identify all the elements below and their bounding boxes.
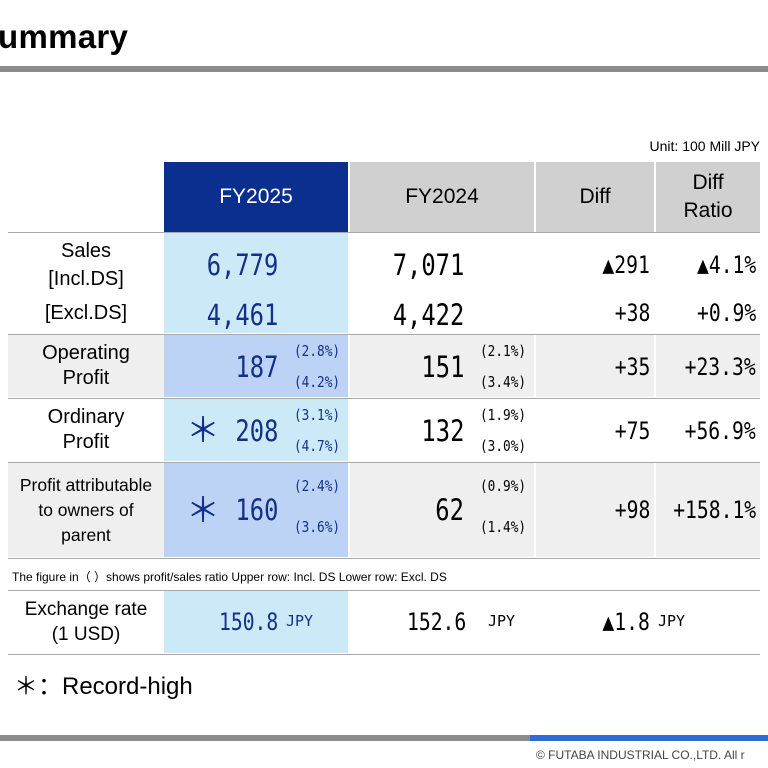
header-fy2024: FY2024 bbox=[350, 162, 534, 232]
sales-fy2025-incl: 6,779 bbox=[206, 248, 278, 282]
sales-fy2024-excl: 4,422 bbox=[392, 298, 464, 332]
ordinary-diff: +75 bbox=[614, 417, 650, 445]
exchange-fy2025: 150.8 bbox=[218, 608, 278, 636]
attributable-diff: +98 bbox=[614, 496, 650, 524]
fy2025-bg-operating bbox=[164, 335, 348, 397]
attributable-fy2025-pct-incl: (2.4%) bbox=[294, 477, 341, 495]
header-fy2025: FY2025 bbox=[164, 162, 348, 232]
unit-label: Unit: 100 Mill JPY bbox=[649, 138, 760, 154]
footer-accent-bar bbox=[530, 735, 768, 741]
header-diff-ratio: Diff Ratio bbox=[656, 162, 760, 232]
sales-diff-incl: ▲291 bbox=[602, 251, 650, 279]
record-high-star-ordinary: ＊ bbox=[186, 411, 220, 451]
col-sep-1 bbox=[348, 335, 350, 557]
attributable-fy2025: 160 bbox=[235, 493, 278, 527]
row-bg-operating bbox=[8, 335, 760, 397]
operating-diff: +35 bbox=[614, 353, 650, 381]
ordinary-fy2024: 132 bbox=[421, 414, 464, 448]
sales-fy2025-excl: 4,461 bbox=[206, 298, 278, 332]
row-label-attributable: Profit attributable to owners of parent bbox=[19, 474, 153, 545]
fy2025-bg-exchange bbox=[164, 591, 348, 653]
ordinary-fy2025-pct-excl: (4.7%) bbox=[294, 437, 341, 455]
sales-fy2024-incl: 7,071 bbox=[392, 248, 464, 282]
row-label-operating: Operating Profit bbox=[42, 342, 130, 389]
operating-ratio: +23.3% bbox=[684, 353, 756, 381]
row-divider bbox=[8, 232, 760, 233]
row-divider bbox=[8, 334, 760, 335]
row-label-sales-excl: [Excl.DS] bbox=[44, 301, 128, 324]
operating-fy2025: 187 bbox=[235, 350, 278, 384]
page-title: ummary bbox=[0, 18, 129, 55]
sales-ratio-incl: ▲4.1% bbox=[696, 251, 756, 279]
ratio-footnote: The figure in（ ）shows profit/sales ratio… bbox=[12, 570, 447, 584]
exchange-bottom-rule bbox=[8, 654, 760, 655]
record-high-legend: ＊：Record-high bbox=[14, 673, 193, 700]
exchange-top-rule bbox=[8, 590, 760, 591]
ordinary-ratio: +56.9% bbox=[684, 417, 756, 445]
attributable-ratio: +158.1% bbox=[673, 496, 756, 524]
ordinary-fy2024-pct-incl: (1.9%) bbox=[480, 406, 527, 424]
operating-fy2025-pct-incl: (2.8%) bbox=[294, 342, 341, 360]
operating-fy2024-pct-excl: (3.4%) bbox=[480, 373, 527, 391]
record-high-star-attributable: ＊ bbox=[186, 491, 220, 531]
row-label-exchange: Exchange rate (1 USD) bbox=[24, 599, 148, 645]
row-label-ordinary: Ordinary Profit bbox=[47, 406, 125, 453]
operating-fy2024: 151 bbox=[421, 350, 464, 384]
exchange-diff-unit: JPY bbox=[658, 612, 686, 630]
row-divider bbox=[8, 558, 760, 559]
col-sep-3 bbox=[654, 335, 656, 557]
ordinary-fy2025: 208 bbox=[235, 414, 278, 448]
footer-rule bbox=[0, 735, 768, 741]
exchange-fy2024-unit: JPY bbox=[488, 612, 516, 630]
ordinary-fy2025-pct-incl: (3.1%) bbox=[294, 406, 341, 424]
exchange-fy2024: 152.6 bbox=[406, 608, 466, 636]
operating-fy2025-pct-excl: (4.2%) bbox=[294, 373, 341, 391]
exchange-fy2025-unit: JPY bbox=[286, 612, 314, 630]
sales-ratio-excl: +0.9% bbox=[696, 299, 756, 327]
title-rule bbox=[0, 66, 768, 72]
fy2025-column-bg-sales bbox=[164, 233, 348, 333]
attributable-fy2024: 62 bbox=[435, 493, 464, 527]
operating-fy2024-pct-incl: (2.1%) bbox=[480, 342, 527, 360]
attributable-fy2025-pct-excl: (3.6%) bbox=[294, 518, 341, 536]
exchange-diff: ▲1.8 bbox=[602, 608, 650, 636]
copyright-text: © FUTABA INDUSTRIAL CO.,LTD. All r bbox=[536, 748, 745, 762]
attributable-fy2024-pct-excl: (1.4%) bbox=[480, 518, 527, 536]
row-divider bbox=[8, 398, 760, 399]
col-sep-2 bbox=[534, 335, 536, 557]
fy2025-bg-ordinary bbox=[164, 399, 348, 461]
sales-diff-excl: +38 bbox=[614, 299, 650, 327]
fy2025-bg-attributable bbox=[164, 463, 348, 557]
row-label-sales-incl: [Incl.DS] bbox=[48, 267, 124, 290]
row-label-sales: Sales bbox=[60, 239, 112, 262]
attributable-fy2024-pct-incl: (0.9%) bbox=[480, 477, 527, 495]
header-diff: Diff bbox=[536, 162, 654, 232]
row-divider bbox=[8, 462, 760, 463]
row-bg-attributable bbox=[8, 463, 760, 557]
ordinary-fy2024-pct-excl: (3.0%) bbox=[480, 437, 527, 455]
